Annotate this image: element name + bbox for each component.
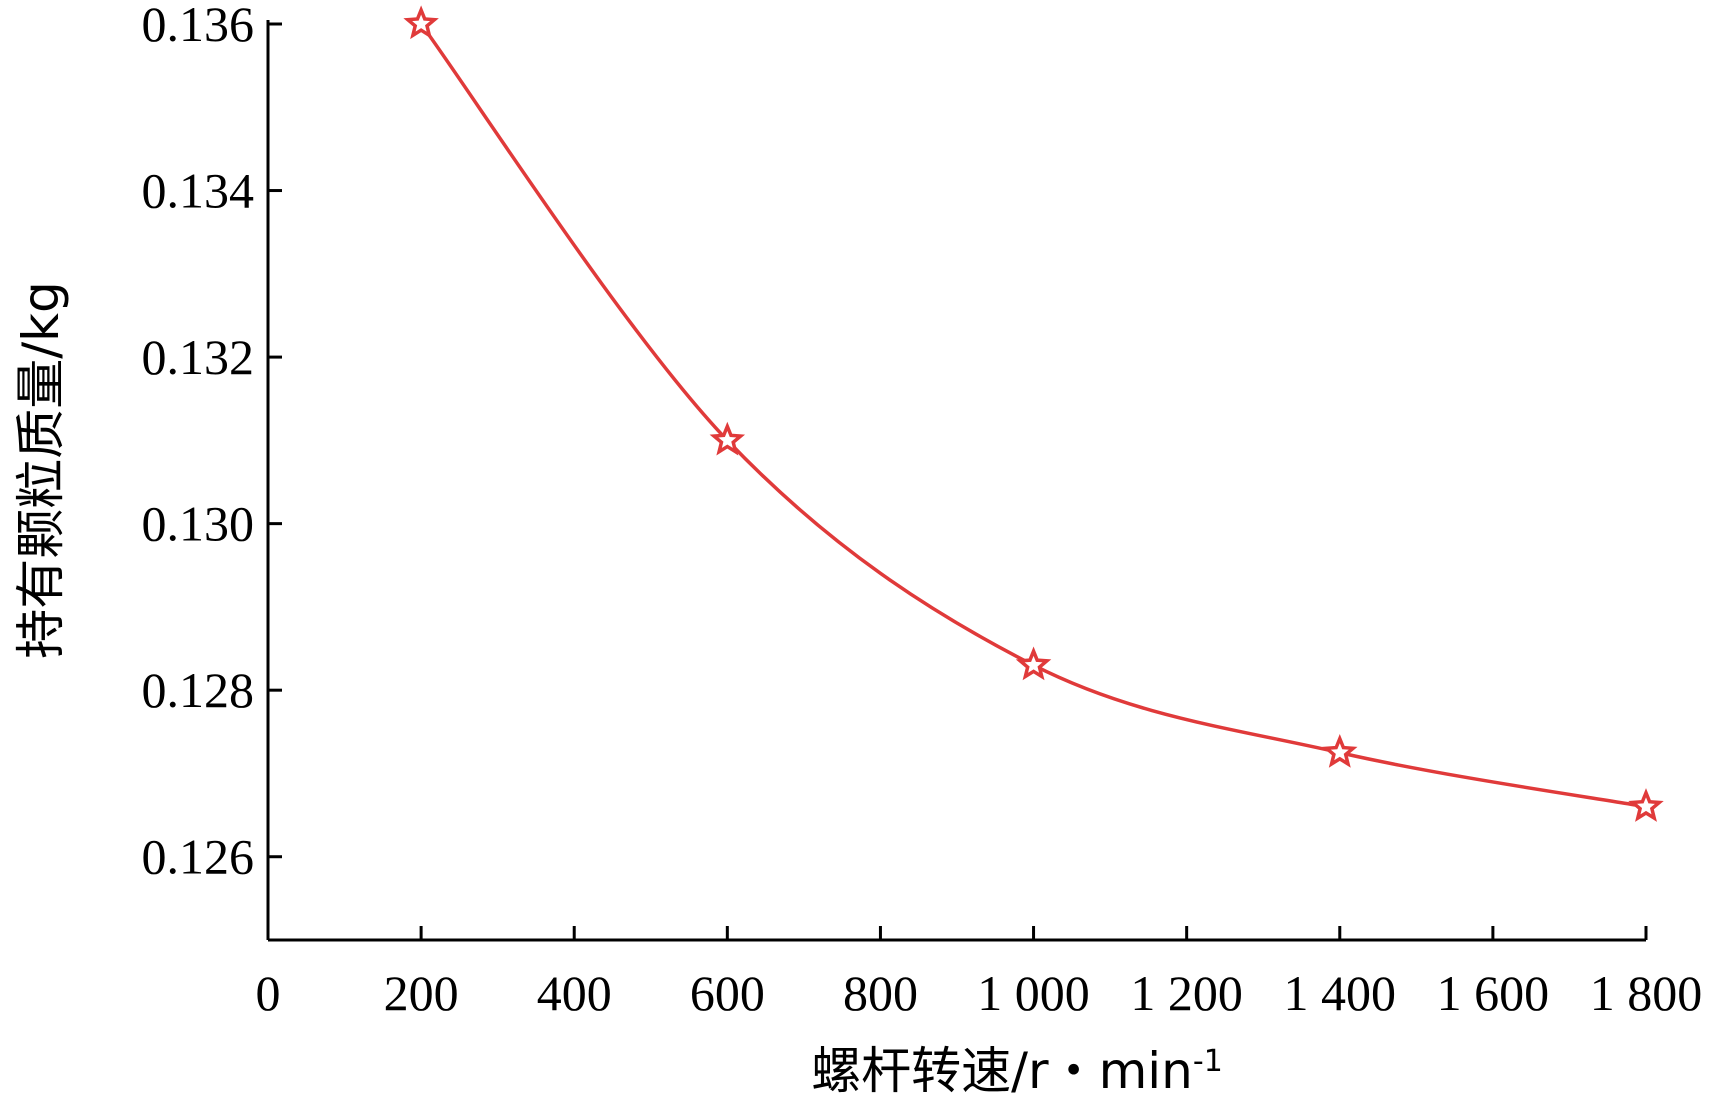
data-point-star (1015, 646, 1052, 681)
data-point-star (1322, 733, 1358, 768)
data-point-star (1628, 788, 1664, 822)
y-tick-label: 0.136 (142, 0, 255, 52)
x-axis-title: 螺杆转速/r・min-1 (811, 1042, 1223, 1100)
data-point-star (709, 421, 746, 456)
y-tick-label: 0.126 (142, 829, 255, 885)
x-tick-label: 1 600 (1437, 965, 1550, 1021)
series-layer (403, 5, 1664, 822)
y-tick-label: 0.128 (142, 662, 255, 718)
data-point-star (403, 5, 439, 40)
x-tick-label: 800 (843, 965, 918, 1021)
x-tick-label: 400 (537, 965, 612, 1021)
y-tick-label: 0.134 (142, 163, 255, 219)
x-tick-label: 1 000 (977, 965, 1090, 1021)
x-tick-label: 1 400 (1284, 965, 1397, 1021)
series-line (419, 22, 1647, 809)
x-tick-label: 1 200 (1130, 965, 1243, 1021)
y-axis-title: 持有颗粒质量/kg (12, 281, 70, 659)
x-tick-label: 200 (384, 965, 459, 1021)
y-tick-label: 0.132 (142, 329, 255, 385)
x-tick-label: 600 (690, 965, 765, 1021)
axes: 0 200 400 600 800 1 000 1 200 1 400 1 600 1 800 0.… (142, 0, 1703, 1021)
x-axis-title-superscript: -1 (1193, 1044, 1223, 1079)
x-tick-label: 1 800 (1590, 965, 1703, 1021)
x-tick-label: 0 (256, 965, 281, 1021)
x-axis-title-text: 螺杆转速/r・min (811, 1042, 1193, 1100)
y-tick-label: 0.130 (142, 496, 255, 552)
